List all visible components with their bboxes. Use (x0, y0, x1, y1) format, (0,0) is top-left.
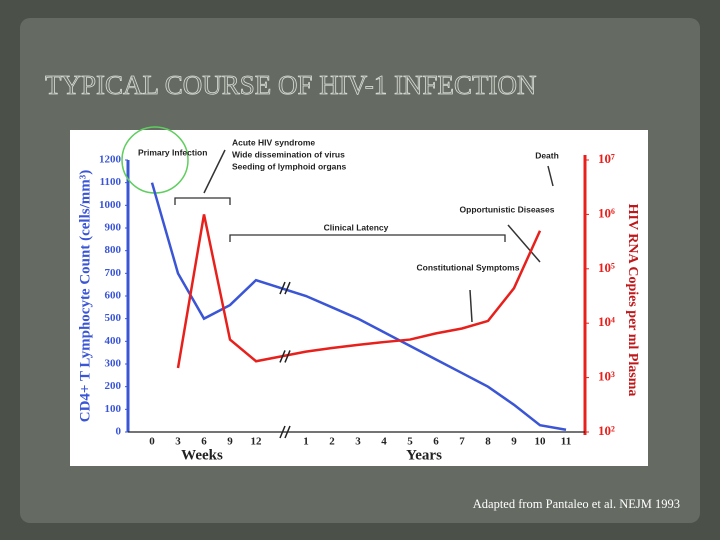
annotation: Clinical Latency (324, 222, 389, 232)
y2-tick-label: 10⁴ (598, 314, 615, 329)
x-tick-label: 3 (175, 436, 181, 448)
y2-tick-label: 10⁷ (598, 151, 615, 166)
x-tick-label: 3 (355, 436, 361, 448)
annotation: Seeding of lymphoid organs (232, 161, 347, 171)
annotation: Opportunistic Diseases (460, 204, 555, 214)
y-tick-label: 200 (105, 380, 122, 392)
x-tick-label: 5 (407, 436, 413, 448)
x-tick-label: 0 (149, 436, 155, 448)
x-tick-label: 2 (329, 436, 335, 448)
y-tick-label: 600 (105, 290, 122, 302)
line-series (150, 182, 567, 431)
line-break (279, 350, 291, 363)
annotation: Constitutional Symptoms (417, 262, 520, 272)
line-series (176, 214, 542, 369)
x-tick-label: 6 (433, 436, 439, 448)
x-tick-label: 11 (561, 436, 571, 448)
x-tick-label: 10 (535, 436, 547, 448)
y2-tick-label: 10⁵ (598, 260, 615, 275)
bracket (174, 197, 231, 205)
y-tick-label: 800 (105, 244, 122, 256)
y-tick-label: 1100 (100, 176, 122, 188)
y2-tick-label: 10² (598, 423, 615, 438)
y2-axis-title: HIV RNA Copies per ml Plasma (625, 204, 640, 397)
y2-tick-label: 10⁶ (598, 205, 615, 220)
x-tick-label: 7 (459, 436, 465, 448)
x-axis-title: Years (406, 447, 442, 463)
axis-break (279, 425, 291, 439)
annotation: Death (535, 150, 559, 160)
x-tick-label: 8 (485, 436, 491, 448)
x-tick-label: 9 (511, 436, 517, 448)
y-tick-label: 1000 (99, 199, 122, 211)
y-tick-label: 500 (105, 312, 122, 324)
x-tick-label: 1 (303, 436, 309, 448)
x-tick-label: 6 (201, 436, 207, 448)
y-tick-label: 700 (105, 267, 122, 279)
y-tick-label: 100 (105, 403, 122, 415)
annotation: Wide dissemination of virus (232, 149, 345, 159)
line-break (279, 281, 291, 295)
y-tick-label: 400 (105, 335, 122, 347)
plot: CD4+ T Lymphocyte Count (cells/mm³) HIV … (77, 126, 640, 463)
x-tick-label: 4 (381, 436, 387, 448)
arrow (203, 149, 226, 194)
y-axis-title: CD4+ T Lymphocyte Count (cells/mm³) (77, 170, 93, 423)
arrow (469, 289, 473, 323)
y-tick-label: 300 (105, 358, 122, 370)
arrow (507, 224, 541, 263)
y-tick-label: 0 (116, 426, 122, 438)
annotation: Primary Infection (138, 147, 207, 157)
y-tick-label: 1200 (99, 154, 122, 166)
y-tick-label: 900 (105, 222, 122, 234)
figure-bg (70, 130, 648, 466)
x-tick-label: 12 (251, 436, 263, 448)
source: Adapted from Pantaleo et al. NEJM 1993 (473, 497, 680, 511)
chart-title: TYPICAL COURSE OF HIV-1 INFECTION (45, 70, 537, 100)
x-tick-label: 9 (227, 436, 233, 448)
arrow (547, 165, 554, 187)
bracket (229, 234, 506, 242)
y2-tick-label: 10³ (598, 369, 615, 384)
x-axis-title: Weeks (181, 447, 223, 463)
annotation: Acute HIV syndrome (232, 137, 315, 147)
